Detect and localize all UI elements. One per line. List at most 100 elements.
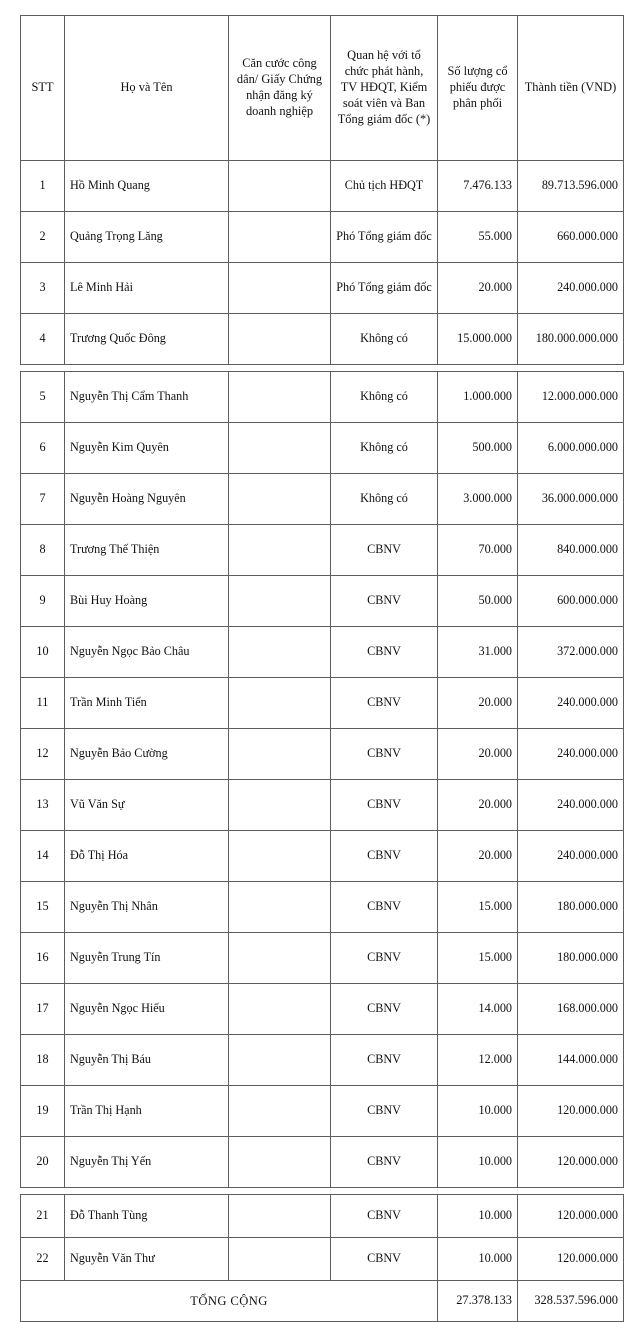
cell-stt: 16	[20, 932, 65, 984]
cell-quantity: 20.000	[437, 728, 518, 780]
allocation-table-block-2: 5 Nguyễn Thị Cẩm Thanh Không có 1.000.000 12…	[20, 371, 624, 1188]
cell-relation: Phó Tổng giám đốc	[330, 262, 438, 314]
cell-relation: Không có	[330, 313, 438, 365]
table-row: 12 Nguyễn Bảo Cường CBNV 20.000 240.000.000	[20, 728, 624, 780]
table-header: STT Họ và Tên Căn cước công dân/ Giấy Ch…	[20, 15, 624, 161]
cell-relation: CBNV	[330, 881, 438, 933]
cell-quantity: 14.000	[437, 983, 518, 1035]
cell-quantity: 20.000	[437, 779, 518, 831]
cell-name: Nguyễn Kim Quyên	[64, 422, 229, 474]
cell-name: Nguyễn Thị Cẩm Thanh	[64, 371, 229, 423]
cell-quantity: 70.000	[437, 524, 518, 576]
cell-id	[228, 881, 331, 933]
cell-stt: 3	[20, 262, 65, 314]
cell-name: Nguyễn Ngọc Bảo Châu	[64, 626, 229, 678]
cell-quantity: 500.000	[437, 422, 518, 474]
cell-name: Đỗ Thanh Tùng	[64, 1194, 229, 1238]
cell-id	[228, 932, 331, 984]
cell-stt: 8	[20, 524, 65, 576]
cell-amount: 372.000.000	[517, 626, 624, 678]
cell-name: Nguyễn Bảo Cường	[64, 728, 229, 780]
cell-quantity: 10.000	[437, 1136, 518, 1188]
table-row: 1 Hồ Minh Quang Chủ tịch HĐQT 7.476.133 89.7…	[20, 160, 624, 212]
cell-name: Nguyễn Hoàng Nguyên	[64, 473, 229, 525]
table-body-block-3: 21 Đỗ Thanh Tùng CBNV 10.000 120.000.000 22 Ng…	[20, 1194, 624, 1281]
cell-id	[228, 211, 331, 263]
cell-stt: 15	[20, 881, 65, 933]
cell-id	[228, 160, 331, 212]
table-row: 3 Lê Minh Hải Phó Tổng giám đốc 20.000 240.0…	[20, 262, 624, 314]
cell-relation: CBNV	[330, 1237, 438, 1281]
cell-quantity: 20.000	[437, 677, 518, 729]
table-row: 17 Nguyễn Ngọc Hiếu CBNV 14.000 168.000.000	[20, 983, 624, 1035]
cell-relation: CBNV	[330, 1085, 438, 1137]
cell-stt: 19	[20, 1085, 65, 1137]
cell-amount: 36.000.000.000	[517, 473, 624, 525]
allocation-table-block-1: STT Họ và Tên Căn cước công dân/ Giấy Ch…	[20, 15, 624, 365]
cell-name: Nguyễn Thị Nhân	[64, 881, 229, 933]
table-row: 2 Quảng Trọng Lăng Phó Tổng giám đốc 55.000…	[20, 211, 624, 263]
cell-relation: CBNV	[330, 779, 438, 831]
cell-relation: CBNV	[330, 677, 438, 729]
cell-amount: 180.000.000	[517, 881, 624, 933]
cell-quantity: 55.000	[437, 211, 518, 263]
cell-relation: CBNV	[330, 1194, 438, 1238]
cell-relation: Không có	[330, 371, 438, 423]
table-row: 9 Bùi Huy Hoàng CBNV 50.000 600.000.000	[20, 575, 624, 627]
cell-name: Vũ Văn Sự	[64, 779, 229, 831]
cell-amount: 12.000.000.000	[517, 371, 624, 423]
cell-stt: 1	[20, 160, 65, 212]
cell-amount: 120.000.000	[517, 1136, 624, 1188]
cell-id	[228, 313, 331, 365]
total-label: TỔNG CỘNG	[20, 1280, 438, 1322]
table-row: 5 Nguyễn Thị Cẩm Thanh Không có 1.000.000 12…	[20, 371, 624, 423]
cell-amount: 120.000.000	[517, 1194, 624, 1238]
table-row: 14 Đỗ Thị Hóa CBNV 20.000 240.000.000	[20, 830, 624, 882]
cell-stt: 6	[20, 422, 65, 474]
cell-relation: CBNV	[330, 830, 438, 882]
table-row: 6 Nguyễn Kim Quyên Không có 500.000 6.000.00…	[20, 422, 624, 474]
cell-amount: 600.000.000	[517, 575, 624, 627]
table-row: 15 Nguyễn Thị Nhân CBNV 15.000 180.000.000	[20, 881, 624, 933]
cell-relation: CBNV	[330, 932, 438, 984]
cell-name: Bùi Huy Hoàng	[64, 575, 229, 627]
cell-id	[228, 473, 331, 525]
table-header-row: STT Họ và Tên Căn cước công dân/ Giấy Ch…	[20, 15, 624, 161]
column-header-quantity: Số lượng cổ phiếu được phân phối	[437, 15, 518, 161]
table-row: 8 Trương Thế Thiện CBNV 70.000 840.000.000	[20, 524, 624, 576]
cell-quantity: 10.000	[437, 1194, 518, 1238]
cell-id	[228, 262, 331, 314]
cell-id	[228, 1237, 331, 1281]
cell-amount: 120.000.000	[517, 1237, 624, 1281]
cell-name: Hồ Minh Quang	[64, 160, 229, 212]
cell-name: Nguyễn Thị Báu	[64, 1034, 229, 1086]
cell-relation: CBNV	[330, 728, 438, 780]
cell-id	[228, 983, 331, 1035]
cell-name: Trần Thị Hạnh	[64, 1085, 229, 1137]
cell-quantity: 3.000.000	[437, 473, 518, 525]
cell-relation: CBNV	[330, 983, 438, 1035]
table-row: 16 Nguyễn Trung Tín CBNV 15.000 180.000.000	[20, 932, 624, 984]
cell-id	[228, 677, 331, 729]
allocation-table-block-3: 21 Đỗ Thanh Tùng CBNV 10.000 120.000.000 22 Ng…	[20, 1194, 624, 1322]
cell-amount: 240.000.000	[517, 830, 624, 882]
cell-id	[228, 1136, 331, 1188]
cell-quantity: 15.000	[437, 881, 518, 933]
cell-amount: 240.000.000	[517, 677, 624, 729]
column-header-name: Họ và Tên	[64, 15, 229, 161]
cell-stt: 22	[20, 1237, 65, 1281]
cell-amount: 120.000.000	[517, 1085, 624, 1137]
cell-relation: Phó Tổng giám đốc	[330, 211, 438, 263]
cell-name: Nguyễn Ngọc Hiếu	[64, 983, 229, 1035]
cell-stt: 10	[20, 626, 65, 678]
table-row: 21 Đỗ Thanh Tùng CBNV 10.000 120.000.000	[20, 1194, 624, 1238]
table-row: 10 Nguyễn Ngọc Bảo Châu CBNV 31.000 372.000.…	[20, 626, 624, 678]
cell-relation: CBNV	[330, 524, 438, 576]
table-footer: TỔNG CỘNG 27.378.133 328.537.596.000	[20, 1280, 624, 1322]
cell-relation: CBNV	[330, 1034, 438, 1086]
table-row: 11 Trần Minh Tiến CBNV 20.000 240.000.000	[20, 677, 624, 729]
table-row: 19 Trần Thị Hạnh CBNV 10.000 120.000.000	[20, 1085, 624, 1137]
cell-id	[228, 1034, 331, 1086]
cell-relation: CBNV	[330, 1136, 438, 1188]
cell-stt: 2	[20, 211, 65, 263]
